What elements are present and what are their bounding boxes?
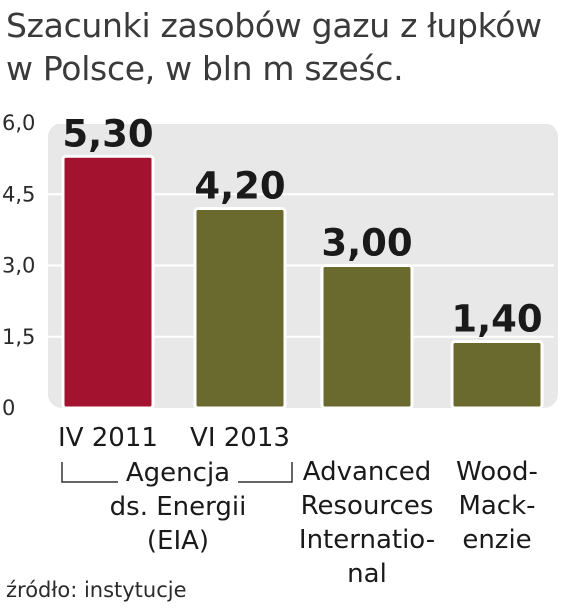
group-label-eia: (EIA) (147, 526, 209, 556)
group-label-eia: ds. Energii (110, 492, 247, 522)
chart-title: Szacunki zasobów gazu z łupków w Polsce,… (6, 4, 556, 90)
chart-title-line-2: w Polsce, w bln m sześc. (6, 49, 404, 88)
y-tick-label: 0 (2, 396, 15, 420)
value-label-4: 1,40 (451, 298, 542, 341)
y-tick-label: 3,0 (2, 254, 35, 278)
category-label-3: Internatio- (299, 525, 435, 555)
group-label-eia: Agencja (126, 458, 230, 488)
y-tick-label: 1,5 (2, 325, 35, 349)
y-tick-label: 6,0 (2, 111, 35, 135)
category-labels: IV 2011 VI 2013 Advanced Resources Internati… (58, 423, 538, 589)
bar-4 (450, 340, 544, 410)
bar-2 (193, 207, 287, 410)
value-labels: 5,30 4,20 3,00 1,40 (62, 112, 542, 340)
category-label-4: Wood- (456, 457, 538, 487)
eia-bracket (61, 462, 293, 483)
bar-3 (320, 264, 414, 410)
bar-1 (61, 154, 155, 410)
category-label-3: Resources (301, 491, 434, 521)
category-label-4: enzie (462, 525, 531, 555)
category-label-2: VI 2013 (190, 423, 290, 453)
y-axis-ticks: 0 1,5 3,0 4,5 6,0 (2, 111, 35, 420)
category-label-3: Advanced (303, 457, 431, 487)
category-label-3: nal (347, 559, 387, 589)
y-tick-label: 4,5 (2, 182, 35, 206)
value-label-2: 4,20 (194, 165, 285, 208)
value-label-1: 5,30 (62, 112, 153, 155)
bars (61, 154, 544, 410)
category-label-4: Mack- (458, 491, 535, 521)
category-label-1: IV 2011 (58, 423, 158, 453)
group-brackets: Agencja ds. Energii (EIA) (61, 458, 293, 556)
value-label-3: 3,00 (321, 222, 412, 265)
chart-title-line-1: Szacunki zasobów gazu z łupków (6, 6, 542, 45)
source-note: źródło: instytucje (6, 578, 187, 602)
